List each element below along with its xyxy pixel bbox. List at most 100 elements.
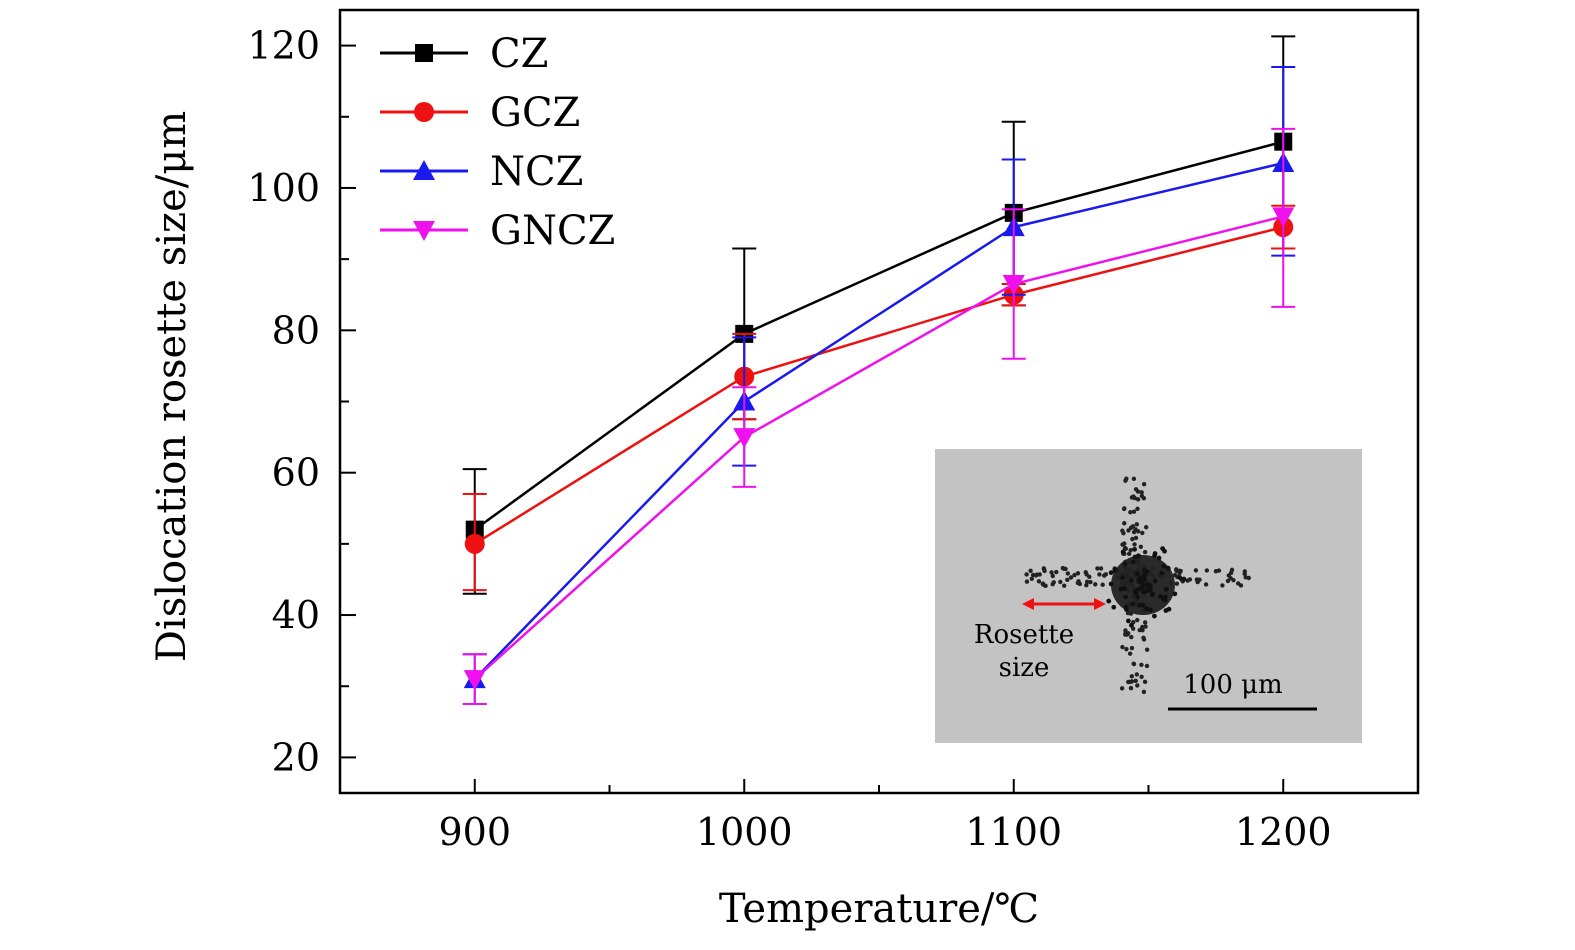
- rosette-dot: [1030, 572, 1036, 578]
- inset-size-label: size: [999, 653, 1050, 683]
- rosette-dot: [1141, 689, 1147, 695]
- rosette-dot: [1121, 531, 1126, 536]
- rosette-dot: [1220, 583, 1225, 588]
- rosette-dot: [1132, 542, 1137, 547]
- rosette-dot: [1131, 593, 1136, 599]
- rosette-dot: [1123, 594, 1129, 600]
- rosette-dot: [1135, 617, 1140, 623]
- rosette-dot: [1122, 521, 1127, 526]
- series-gncz: [462, 127, 1296, 706]
- rosette-dot: [1088, 579, 1093, 585]
- rosette-dot: [1168, 580, 1174, 586]
- x-tick-label: 1100: [965, 810, 1062, 854]
- data-point: [733, 428, 756, 449]
- rosette-dot: [1141, 496, 1147, 501]
- rosette-dot: [1139, 662, 1144, 667]
- rosette-dot: [1140, 589, 1146, 595]
- rosette-dot: [1235, 581, 1241, 586]
- rosette-dot: [1120, 644, 1125, 650]
- rosette-dot: [1141, 482, 1147, 487]
- rosette-dot: [1129, 634, 1134, 640]
- rosette-dot: [1075, 571, 1081, 576]
- rosette-dot: [1162, 597, 1168, 603]
- legend-label: NCZ: [490, 149, 583, 195]
- rosette-dot: [1143, 624, 1148, 629]
- rosette-dot: [1112, 568, 1118, 573]
- rosette-dot: [1144, 606, 1149, 611]
- rosette-dot: [1148, 571, 1154, 577]
- rosette-dot: [1130, 559, 1136, 565]
- rosette-dot: [1135, 506, 1140, 512]
- rosette-dot: [1128, 685, 1134, 691]
- rosette-dot: [1152, 578, 1158, 584]
- rosette-dot: [1133, 590, 1139, 596]
- rosette-dot: [1213, 569, 1219, 574]
- rosette-dot: [1162, 548, 1167, 554]
- data-point: [464, 533, 485, 554]
- rosette-dot: [1136, 553, 1141, 559]
- rosette-dot: [1139, 575, 1145, 581]
- rosette-dot: [1163, 586, 1169, 592]
- rosette-dot: [1061, 583, 1067, 588]
- scale-bar-label: 100 μm: [1183, 670, 1282, 700]
- rosette-dot: [1144, 663, 1150, 669]
- rosette-dot: [1140, 624, 1145, 630]
- series-line: [474, 225, 1284, 545]
- rosette-dot: [1143, 524, 1149, 530]
- rosette-dot: [1129, 577, 1134, 583]
- rosette-dot: [1151, 574, 1157, 579]
- rosette-dot: [1111, 604, 1117, 610]
- rosette-dot: [1140, 582, 1146, 588]
- legend-marker: [413, 221, 435, 241]
- rosette-dot: [1029, 576, 1034, 582]
- rosette-dot: [1140, 602, 1146, 608]
- rosette-dot: [1129, 645, 1135, 651]
- rosette-dot: [1172, 572, 1178, 578]
- rosette-dot: [1135, 529, 1141, 534]
- rosette-dot: [1151, 613, 1157, 619]
- y-axis-label: Dislocation rosette size/μm: [149, 111, 195, 662]
- rosette-dot: [1050, 581, 1055, 587]
- rosette-dot: [1187, 577, 1193, 582]
- rosette-dot: [1141, 637, 1147, 642]
- rosette-dot: [1135, 497, 1141, 502]
- rosette-dot: [1126, 551, 1132, 557]
- rosette-dot: [1058, 579, 1063, 585]
- rosette-dot: [1120, 549, 1126, 555]
- series-line: [474, 140, 1284, 531]
- rosette-dot: [1130, 601, 1136, 607]
- data-point: [1272, 207, 1295, 228]
- rosette-dot: [1159, 570, 1165, 576]
- rosette-dot: [1135, 683, 1140, 688]
- rosette-dot: [1138, 544, 1144, 549]
- rosette-dot: [1128, 547, 1133, 553]
- rosette-dot: [1152, 551, 1158, 556]
- rosette-dot: [1122, 571, 1127, 577]
- rosette-dot: [1174, 568, 1179, 573]
- rosette-dot: [1095, 566, 1100, 571]
- rosette-dot: [1127, 651, 1133, 656]
- rosette-dot: [1084, 579, 1090, 584]
- rosette-dot: [1144, 647, 1150, 652]
- rosette-dot: [1072, 572, 1077, 578]
- rosette-dot: [1065, 577, 1070, 583]
- rosette-dot: [1123, 628, 1128, 633]
- rosette-dot: [1140, 530, 1145, 536]
- y-tick-label: 40: [272, 593, 320, 637]
- rosette-dot: [1065, 571, 1071, 576]
- y-tick-label: 100: [247, 166, 320, 210]
- rosette-dot: [1137, 627, 1142, 633]
- rosette-dot: [1129, 622, 1134, 628]
- rosette-dot: [1165, 565, 1171, 571]
- rosette-dot: [1131, 509, 1137, 514]
- rosette-dot: [1125, 618, 1131, 624]
- rosette-dot: [1172, 591, 1178, 597]
- rosette-dot: [1123, 478, 1128, 483]
- rosette-dot: [1150, 566, 1155, 571]
- rosette-dot: [1124, 646, 1129, 652]
- rosette-dot: [1040, 581, 1045, 587]
- rosette-dot: [1178, 568, 1183, 574]
- rosette-dot: [1150, 591, 1155, 597]
- rosette-dot: [1036, 579, 1042, 584]
- rosette-dot: [1126, 679, 1131, 685]
